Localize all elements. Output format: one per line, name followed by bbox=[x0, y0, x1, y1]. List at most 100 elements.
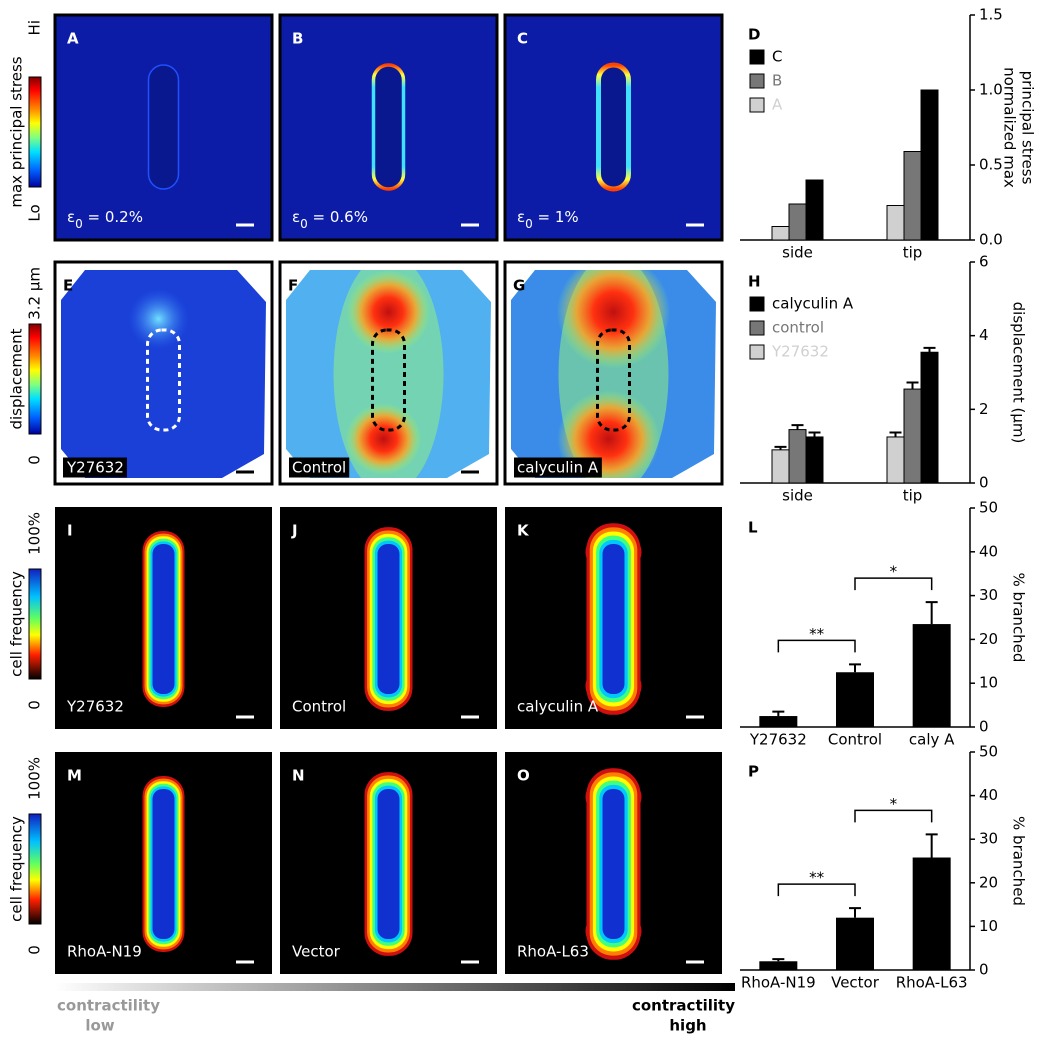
panel-letter: N bbox=[292, 767, 305, 785]
hole bbox=[596, 62, 631, 192]
colorbar-label: displacement bbox=[8, 328, 26, 429]
error-bar bbox=[925, 833, 938, 858]
x-tick-label: Vector bbox=[831, 974, 880, 992]
y-axis-label: % branched bbox=[1010, 816, 1028, 906]
frequency-layer bbox=[602, 544, 625, 694]
condition-label: Y27632 bbox=[66, 459, 124, 477]
significance-bracket bbox=[777, 883, 856, 897]
y-tick-label: 4 bbox=[979, 326, 989, 344]
y-tick-label: 50 bbox=[979, 743, 998, 761]
bar bbox=[836, 672, 874, 727]
x-tick-label: RhoA-L63 bbox=[896, 974, 968, 992]
strain-symbol: ε bbox=[292, 208, 300, 226]
colorbar-top: Hi bbox=[26, 20, 44, 35]
significance-label: ** bbox=[809, 869, 825, 887]
panel-letter: M bbox=[67, 767, 82, 785]
y-axis-label: normalized max bbox=[1001, 67, 1019, 188]
legend-label: C bbox=[772, 48, 782, 66]
contractility-ramp bbox=[55, 983, 735, 991]
bar bbox=[759, 716, 798, 727]
legend-label: A bbox=[772, 96, 783, 114]
panel-letter: E bbox=[63, 277, 73, 295]
condition-label: calyculin A bbox=[517, 698, 599, 716]
bar bbox=[788, 203, 807, 241]
significance-bracket bbox=[854, 809, 933, 823]
bar bbox=[903, 388, 922, 484]
panel-letter: O bbox=[517, 767, 530, 785]
bar bbox=[805, 179, 824, 241]
legend-swatch bbox=[749, 344, 765, 360]
strain-value: = 0.6% bbox=[308, 208, 368, 226]
strain-subscript: 0 bbox=[75, 217, 83, 231]
y-tick-label: 0.5 bbox=[979, 156, 1003, 174]
colorbar-bottom: Lo bbox=[26, 204, 44, 221]
displacement-map bbox=[61, 270, 266, 478]
y-tick-label: 20 bbox=[979, 630, 998, 648]
legend-swatch bbox=[749, 296, 765, 312]
hole bbox=[147, 64, 180, 190]
error-bar bbox=[849, 907, 861, 918]
legend-label: Y27632 bbox=[771, 343, 829, 361]
displacement-map bbox=[511, 270, 716, 478]
x-tick-label: side bbox=[782, 487, 813, 505]
colorbar-label: cell frequency bbox=[8, 816, 26, 922]
hole bbox=[371, 63, 406, 191]
error-bar bbox=[925, 601, 938, 625]
x-tick-label: caly A bbox=[909, 731, 955, 749]
panel-letter: L bbox=[748, 519, 758, 537]
bar bbox=[920, 89, 939, 241]
condition-label: calyculin A bbox=[517, 459, 599, 477]
strain-subscript: 0 bbox=[525, 217, 533, 231]
error-bar bbox=[923, 346, 936, 353]
colorbar bbox=[28, 76, 42, 188]
condition-label: Vector bbox=[292, 943, 341, 961]
bar bbox=[886, 205, 905, 241]
frequency-layer bbox=[377, 544, 400, 694]
legend-label: calyculin A bbox=[772, 295, 854, 313]
y-axis-label: principal stress bbox=[1019, 71, 1037, 185]
y-tick-label: 0 bbox=[979, 474, 989, 492]
colorbar-bottom: 0 bbox=[26, 455, 44, 465]
error-bar bbox=[774, 445, 787, 450]
bar bbox=[771, 226, 790, 241]
panel-letter: K bbox=[517, 522, 530, 540]
legend-swatch bbox=[749, 73, 765, 89]
x-tick-label: Control bbox=[828, 731, 882, 749]
strain-label: ε0 = 1% bbox=[517, 208, 579, 231]
bar bbox=[886, 436, 905, 484]
frequency-layer bbox=[152, 544, 175, 694]
bar bbox=[771, 449, 790, 484]
x-tick-label: Y27632 bbox=[749, 731, 807, 749]
strain-symbol: ε bbox=[67, 208, 75, 226]
bar bbox=[920, 351, 939, 484]
panel-letter: D bbox=[748, 26, 760, 44]
y-tick-label: 0.0 bbox=[979, 231, 1003, 249]
contractility-low-title: contractility bbox=[57, 997, 160, 1015]
y-tick-label: 30 bbox=[979, 586, 998, 604]
error-bar bbox=[889, 431, 902, 437]
panel-letter: F bbox=[288, 277, 298, 295]
y-tick-label: 6 bbox=[979, 253, 989, 271]
outline bbox=[596, 328, 631, 432]
label-background bbox=[63, 457, 127, 478]
y-tick-label: 10 bbox=[979, 674, 998, 692]
y-tick-label: 10 bbox=[979, 917, 998, 935]
panel-letter: P bbox=[748, 763, 759, 781]
y-axis-label: % branched bbox=[1010, 573, 1028, 663]
colorbar-label: max principal stress bbox=[8, 56, 26, 207]
y-tick-label: 0 bbox=[979, 718, 989, 736]
y-tick-label: 40 bbox=[979, 542, 998, 560]
y-tick-label: 20 bbox=[979, 873, 998, 891]
legend-swatch bbox=[749, 320, 765, 336]
condition-label: Control bbox=[292, 698, 346, 716]
significance-bracket bbox=[777, 639, 856, 653]
colorbar-top: 100% bbox=[26, 512, 44, 555]
contractility-low-level: low bbox=[85, 1017, 114, 1035]
y-tick-label: 40 bbox=[979, 786, 998, 804]
colorbar-label: cell frequency bbox=[8, 571, 26, 677]
bar bbox=[912, 624, 951, 727]
legend-label: B bbox=[772, 72, 782, 90]
outline bbox=[146, 328, 181, 432]
bar bbox=[912, 857, 951, 970]
